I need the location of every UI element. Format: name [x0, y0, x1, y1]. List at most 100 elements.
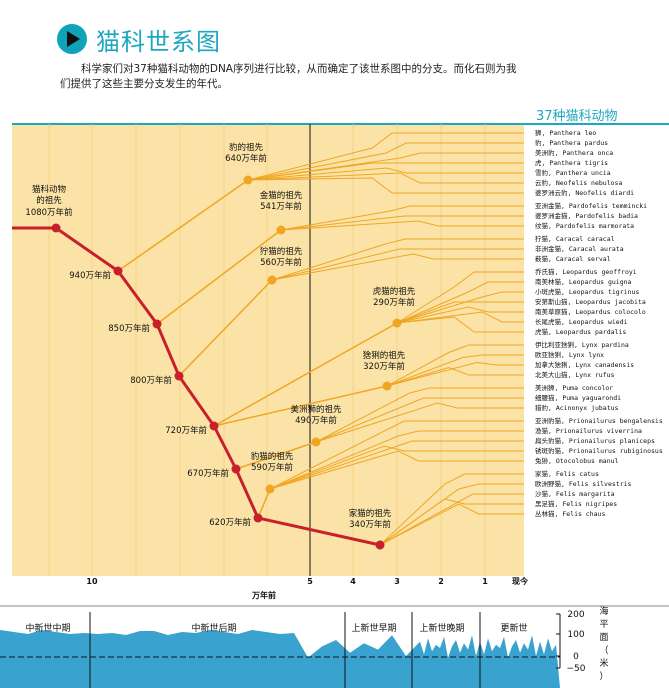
species-name: 狮, Panthera leo [535, 129, 596, 137]
species-name: 兔狲, Otocolobus manul [535, 456, 619, 465]
backbone-age: 850万年前 [108, 323, 150, 334]
species-branch [271, 238, 524, 281]
lineage-node [265, 484, 275, 494]
species-name: 伊比利亚猞猁, Lynx pardina [535, 340, 629, 349]
species-name: 婆罗洲金猫, Pardofelis badia [535, 211, 638, 220]
species-branch [379, 503, 524, 546]
epoch-label: 中新世后期 [191, 622, 236, 634]
backbone-age: 800万年前 [130, 375, 172, 386]
species-name: 长尾虎猫, Leopardus wiedi [535, 317, 628, 326]
species-name: 欧洲野猫, Felis silvestris [535, 479, 632, 488]
lineage-age: 490万年前 [295, 415, 337, 426]
sea-level-title: （ [599, 645, 608, 656]
species-panel [525, 124, 669, 576]
lineage-name: 狞猫的祖先 [260, 246, 303, 257]
axis-tick-label: 现今 [512, 576, 528, 586]
species-branch [271, 248, 524, 281]
species-name: 欧亚猞猁, Lynx lynx [535, 350, 604, 359]
species-branch [396, 281, 524, 324]
backbone-node [253, 513, 263, 523]
page-title: 猫科世系图 [96, 28, 221, 56]
axis-title: 万年前 [251, 590, 276, 600]
species-branch [379, 473, 524, 546]
species-branch [315, 397, 524, 443]
lineage-stem [213, 385, 388, 427]
species-name: 沙猫, Felis margarita [535, 489, 615, 498]
lineage-stem [257, 488, 271, 519]
species-name: 虎猫, Leopardus pardalis [535, 327, 626, 336]
lineage-stem [213, 322, 398, 427]
sea-level-title: 米 [599, 657, 608, 669]
root-age: 1080万年前 [25, 207, 73, 218]
lineage-age: 640万年前 [225, 153, 267, 164]
species-branch [247, 152, 524, 181]
felis-node [375, 540, 385, 550]
lineage-node [267, 275, 277, 285]
axis-tick-label: 3 [394, 577, 400, 586]
species-branch [386, 354, 524, 387]
species-name: 狞猫, Caracal caracal [535, 234, 615, 243]
species-branch [386, 344, 524, 387]
axis-tick-label: 2 [438, 577, 444, 586]
species-branch [396, 291, 524, 324]
root-name: 猫科动物 [32, 184, 67, 195]
species-name: 南美草原猫, Leopardus colocolo [535, 307, 646, 316]
branch-nodes [51, 175, 402, 550]
lineage-stem [156, 229, 282, 325]
root-node [51, 223, 61, 233]
species-name: 南美林猫, Leopardus guigna [535, 277, 632, 286]
species-name: 黑足猫, Felis nigripes [535, 499, 617, 508]
species-branch [379, 498, 524, 546]
sea-tick-label: 0 [573, 652, 579, 662]
lineage-node [392, 318, 402, 328]
species-branch [271, 253, 524, 281]
lineage-name: 美洲狮的祖先 [290, 404, 342, 415]
lineage-node [276, 225, 286, 235]
lineage-node [382, 381, 392, 391]
species-branch [280, 205, 524, 231]
species-branch [315, 402, 524, 443]
lineage-node [311, 437, 321, 447]
species-name: 家猫, Felis catus [535, 469, 599, 478]
species-branch [396, 306, 524, 324]
epoch-label: 上新世晚期 [419, 622, 464, 634]
species-branch [269, 430, 524, 490]
lineage-name: 豹的祖先 [229, 142, 264, 153]
axis-tick-label: 4 [350, 577, 356, 586]
lineage-age: 560万年前 [260, 257, 302, 268]
species-branch [396, 271, 524, 324]
species-name: 美洲狮, Puma concolor [535, 383, 613, 392]
species-panel-title: 37种猫科动物 [536, 109, 618, 124]
lineage-stem [178, 279, 273, 377]
sea-tick-label: 100 [567, 630, 584, 640]
species-branch [269, 420, 524, 490]
epoch-label: 上新世早期 [351, 622, 396, 634]
sea-level-title: ） [599, 671, 608, 682]
species-name: 美洲豹, Panthera onca [535, 148, 613, 157]
tree-panel [12, 124, 524, 576]
species-name: 渔猫, Prionailurus viverrina [535, 426, 642, 435]
species-name: 虎, Panthera tigris [535, 158, 608, 167]
species-name: 纹猫, Pardofelis marmorata [535, 221, 634, 230]
species-name: 锈斑豹猫, Prionailurus rubiginosus [535, 446, 663, 455]
species-branch [280, 220, 524, 231]
species-name: 豹, Panthera pardus [535, 138, 608, 147]
species-branch [269, 445, 524, 490]
backbone-node [209, 421, 219, 431]
epoch-label: 中新世中期 [25, 622, 70, 634]
root-name: 的祖先 [36, 195, 62, 206]
species-name: 云豹, Neofelis nebulosa [535, 178, 622, 187]
species-name: 亚洲豹猫, Prionailurus bengalensis [535, 416, 663, 425]
species-branch [280, 215, 524, 231]
species-branch [247, 142, 524, 181]
backbone-age: 670万年前 [187, 468, 229, 479]
axis-tick-label: 10 [86, 577, 98, 586]
lineage-stem [235, 441, 317, 470]
epoch-label: 更新世 [500, 622, 527, 634]
species-name: 安第斯山猫, Leopardus jacobita [535, 297, 646, 306]
diagram-background [12, 123, 669, 576]
species-branch [386, 361, 524, 387]
species-name: 乔氏猫, Leopardus geoffroyi [535, 267, 637, 276]
